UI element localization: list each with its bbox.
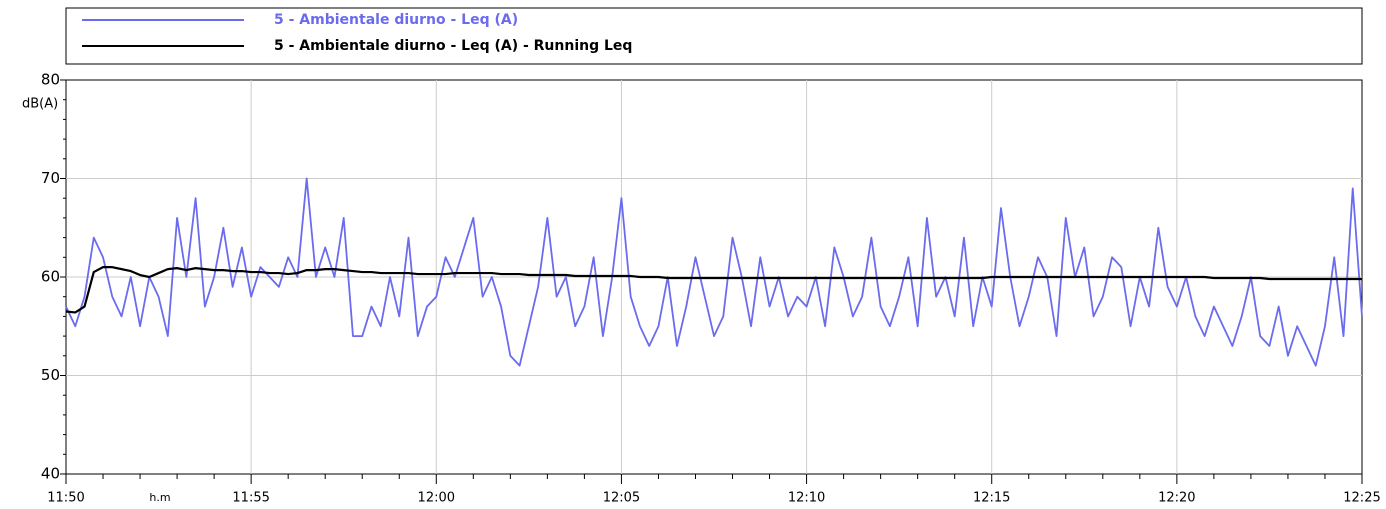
y-tick-label: 40 (41, 465, 60, 483)
y-tick-label: 80 (41, 71, 60, 89)
x-tick-label: 12:05 (603, 491, 640, 506)
x-tick-label: 12:20 (1158, 491, 1195, 506)
y-tick-label: 60 (41, 268, 60, 286)
x-tick-label: 12:25 (1343, 491, 1380, 506)
series-line (65, 177, 1363, 367)
y-tick-label: 50 (41, 366, 60, 384)
x-tick-label: 12:10 (788, 491, 825, 506)
y-axis-label: dB(A) (22, 97, 58, 112)
x-tick-label: 12:00 (418, 491, 455, 506)
legend-label: 5 - Ambientale diurno - Leq (A) - Runnin… (274, 38, 632, 54)
legend-box (65, 7, 1363, 65)
x-axis-label: h.m (149, 491, 170, 504)
legend-label: 5 - Ambientale diurno - Leq (A) (274, 12, 518, 28)
x-tick-label: 11:50 (47, 491, 84, 506)
y-tick-label: 70 (41, 169, 60, 187)
x-tick-label: 12:15 (973, 491, 1010, 506)
x-tick-label: 11:55 (232, 491, 269, 506)
series-line (65, 266, 1362, 314)
